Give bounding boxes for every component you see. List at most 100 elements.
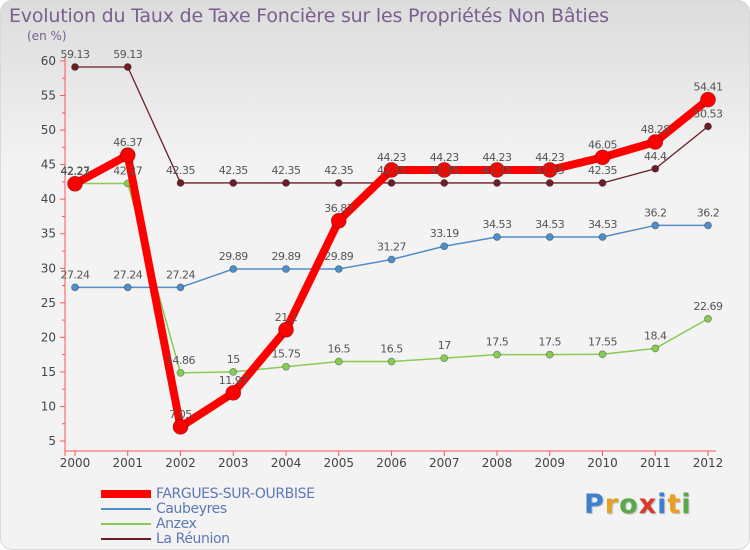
data-label: 42.23 <box>61 165 90 178</box>
data-label: 46.37 <box>113 136 142 149</box>
logo-letter: P <box>584 489 605 520</box>
logo-letter: r <box>604 489 620 520</box>
y-tick-label: 50 <box>41 123 56 137</box>
data-label: 42.35 <box>377 164 406 177</box>
y-tick-label: 55 <box>41 89 56 103</box>
data-label: 44.23 <box>430 151 459 164</box>
x-tick-label: 2000 <box>60 456 91 470</box>
data-point <box>545 233 554 241</box>
data-label: 27.24 <box>166 268 195 281</box>
data-label: 44.23 <box>483 151 512 164</box>
data-label: 31.27 <box>377 240 406 253</box>
data-label: 21.1 <box>275 311 298 324</box>
logo-letter: i <box>657 489 668 520</box>
legend-swatch <box>101 538 151 540</box>
y-axis-unit: (en %) <box>27 29 67 43</box>
data-point <box>229 179 238 187</box>
data-point <box>700 91 716 108</box>
data-label: 17.5 <box>486 336 509 349</box>
data-point <box>229 265 238 273</box>
data-label: 42.35 <box>219 164 248 177</box>
data-point <box>545 350 554 359</box>
data-point <box>383 162 400 178</box>
data-point <box>598 350 607 359</box>
y-tick-label: 15 <box>41 365 56 379</box>
data-label: 15 <box>227 353 240 366</box>
data-label: 42.35 <box>324 164 353 177</box>
data-point <box>704 122 712 131</box>
y-tick-label: 35 <box>41 227 56 241</box>
legend-label: FARGUES-SUR-OURBISE <box>156 486 315 502</box>
x-tick-label: 2011 <box>640 456 671 470</box>
data-label: 50.53 <box>694 107 723 120</box>
legend-label: La Réunion <box>156 531 230 547</box>
data-point <box>436 162 453 178</box>
data-label: 14.86 <box>166 354 195 367</box>
data-label: 34.53 <box>483 218 512 231</box>
data-point <box>489 162 505 178</box>
y-tick-label: 40 <box>41 192 56 206</box>
data-point <box>651 164 660 173</box>
data-point <box>282 362 290 371</box>
logo-letter: o <box>619 489 639 520</box>
x-tick-label: 2010 <box>587 456 618 470</box>
data-label: 17.5 <box>539 336 562 349</box>
data-label: 44.23 <box>377 151 406 164</box>
x-tick-label: 2009 <box>534 456 565 470</box>
data-point <box>493 233 501 241</box>
data-label: 27.24 <box>113 268 142 281</box>
legend-item-fargues: FARGUES-SUR-OURBISE <box>101 486 421 502</box>
data-label: 16.5 <box>380 343 403 356</box>
data-label: 7.05 <box>169 408 192 421</box>
data-label: 54.41 <box>694 81 723 94</box>
data-label: 29.89 <box>324 250 353 263</box>
chart-title: Evolution du Taux de Taxe Foncière sur l… <box>9 5 609 27</box>
data-point <box>176 283 185 292</box>
data-point <box>594 149 611 166</box>
data-label: 42.35 <box>166 164 195 177</box>
legend-swatch <box>101 508 151 510</box>
proxiti-logo: Proxiti <box>584 489 692 520</box>
logo-letter: i <box>681 489 692 520</box>
data-label: 42.35 <box>588 164 617 177</box>
data-point <box>651 344 660 353</box>
legend-label: Anzex <box>156 516 197 532</box>
data-label: 42.35 <box>430 164 459 177</box>
data-point <box>647 134 664 150</box>
data-point <box>282 265 290 273</box>
data-point <box>71 283 79 292</box>
x-tick-label: 2008 <box>482 456 513 470</box>
data-point <box>123 63 132 71</box>
data-point <box>225 384 242 401</box>
data-point <box>172 418 189 435</box>
y-tick-label: 10 <box>41 399 56 413</box>
data-point <box>651 221 660 230</box>
data-label: 36.2 <box>644 206 667 219</box>
x-tick-label: 2002 <box>165 456 196 470</box>
data-label: 36.2 <box>697 206 720 219</box>
data-label: 27.24 <box>61 268 90 281</box>
data-point <box>440 354 449 362</box>
data-label: 29.89 <box>272 250 301 263</box>
x-tick-label: 2003 <box>218 456 249 470</box>
data-point <box>493 179 501 187</box>
legend-item-la-reunion: La Réunion <box>101 531 421 547</box>
y-tick-label: 20 <box>41 330 56 344</box>
x-tick-label: 2001 <box>112 456 143 470</box>
data-label: 17.55 <box>588 335 617 348</box>
x-tick-label: 2005 <box>323 456 354 470</box>
y-tick-label: 60 <box>41 54 56 68</box>
logo-letter: t <box>667 489 682 520</box>
y-tick-label: 25 <box>41 296 56 310</box>
data-label: 42.35 <box>272 164 301 177</box>
data-point <box>387 179 396 187</box>
data-label: 44.4 <box>644 150 667 163</box>
y-tick-label: 30 <box>41 261 56 275</box>
data-point <box>704 221 712 230</box>
data-point <box>387 357 396 366</box>
data-label: 42.35 <box>535 164 564 177</box>
data-label: 59.13 <box>61 48 90 61</box>
data-label: 48.28 <box>641 123 670 136</box>
data-point <box>278 321 294 338</box>
